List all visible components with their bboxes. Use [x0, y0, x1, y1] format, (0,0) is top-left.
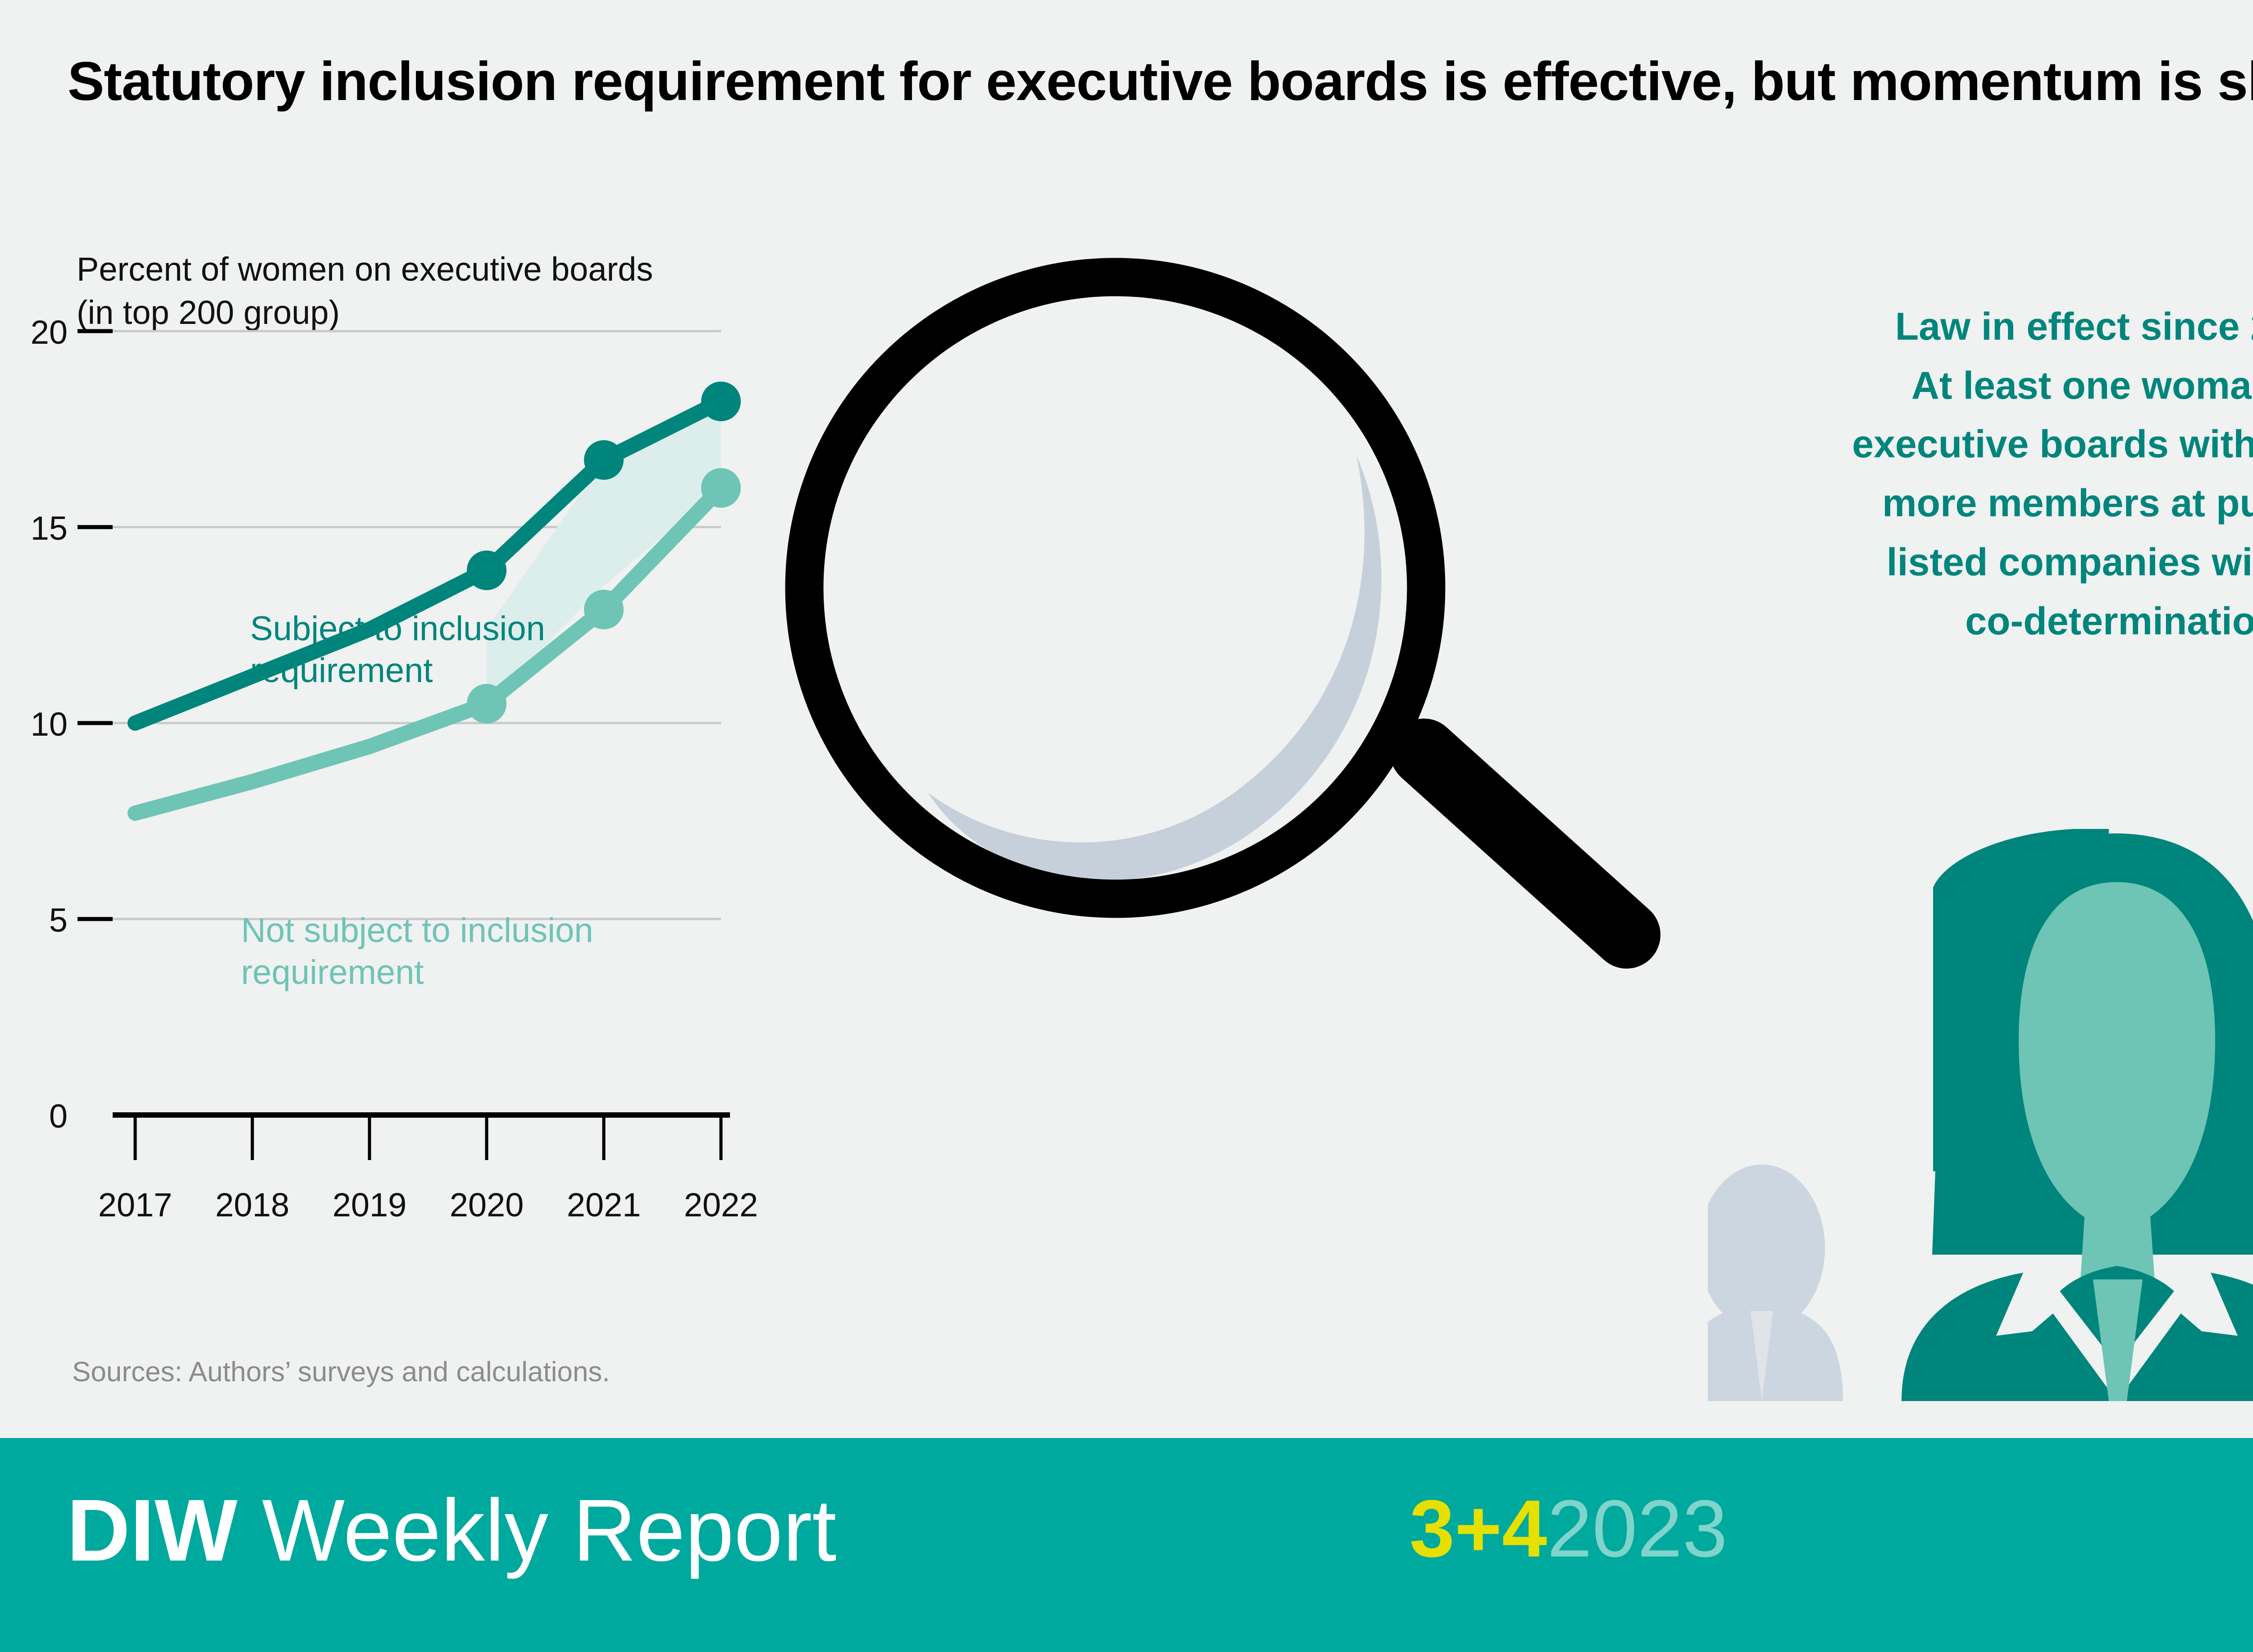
woman-face — [2019, 882, 2215, 1232]
axis-title-line-2: (in top 200 group) — [77, 294, 340, 332]
banner-brand-title: DIW Weekly Report — [67, 1487, 836, 1575]
board-members-illustration — [1708, 829, 2253, 1401]
law-line-3: executive boards with four or — [1852, 423, 2253, 466]
axis-title-line-1: Percent of women on executive boards — [77, 250, 653, 288]
chart-x-ticks — [133, 1115, 723, 1160]
page-title: Statutory inclusion requirement for exec… — [68, 50, 2253, 112]
svg-text:20: 20 — [31, 314, 68, 351]
series-label-not-subject-line-2: requirement — [241, 953, 424, 992]
chart-sources: Sources: Authors’ surveys and calculatio… — [72, 1356, 610, 1388]
silhouette-person-left — [1708, 1165, 1843, 1401]
woman-jacket-body — [1902, 1273, 2253, 1401]
chart-axis-title: Percent of women on executive boards (in… — [77, 248, 653, 334]
svg-text:2022: 2022 — [684, 1186, 758, 1224]
woman-collar-left — [1996, 1273, 2064, 1336]
woman-shirt-lapel — [2023, 1273, 2211, 1401]
chart-markers-not-subject — [467, 468, 741, 724]
line-chart: Percent of women on executive boards (in… — [0, 234, 1510, 1406]
svg-text:5: 5 — [49, 901, 68, 939]
svg-text:2019: 2019 — [333, 1186, 407, 1224]
law-line-1: Law in effect since 2021: — [1895, 305, 2253, 348]
law-line-2: At least one woman on — [1911, 364, 2253, 407]
chart-y-ticks — [78, 329, 113, 921]
chart-y-tick-labels: 20 15 10 5 0 — [31, 314, 68, 1135]
svg-text:2020: 2020 — [450, 1186, 524, 1224]
svg-text:2021: 2021 — [567, 1186, 641, 1224]
law-line-6: co-determination — [1965, 599, 2253, 643]
woman-figure — [1902, 829, 2253, 1401]
svg-text:2018: 2018 — [215, 1186, 290, 1224]
woman-collar-right — [2170, 1273, 2238, 1336]
issue-label: 3+42023 — [1409, 1488, 1728, 1570]
series-label-subject-line-2: requirement — [250, 651, 433, 690]
svg-text:15: 15 — [31, 510, 68, 547]
silhouette-group — [1708, 1165, 1843, 1401]
law-line-4: more members at publicly — [1882, 482, 2253, 525]
svg-text:10: 10 — [31, 705, 68, 743]
chart-x-tick-labels: 2017 2018 2019 2020 2021 2022 — [98, 1186, 758, 1224]
series-label-not-subject: Not subject to inclusion requirement — [241, 910, 593, 993]
series-label-subject: Subject to inclusion requirement — [250, 608, 545, 692]
issue-number: 3+4 — [1409, 1484, 1547, 1574]
chart-series-subject — [128, 394, 729, 731]
chart-series-not-subject — [128, 480, 729, 821]
woman-shirt-center — [2093, 1279, 2143, 1401]
svg-text:2017: 2017 — [98, 1186, 173, 1224]
chart-area-fill — [487, 401, 721, 704]
chart-plot-area: 20 15 10 5 0 2017 2018 20 — [31, 314, 758, 1224]
bottom-banner: DIW Weekly Report 3+42023 DIW BERLIN — [0, 1438, 2253, 1652]
chart-markers-subject — [467, 382, 741, 590]
law-line-5: listed companies with full — [1886, 540, 2253, 584]
svg-text:0: 0 — [49, 1097, 68, 1135]
law-description: Law in effect since 2021: At least one w… — [1739, 297, 2253, 651]
issue-year: 2023 — [1547, 1484, 1728, 1574]
banner-brand-weekly-report: Weekly Report — [237, 1481, 837, 1579]
series-label-not-subject-line-1: Not subject to inclusion — [241, 911, 593, 950]
banner-brand-diw: DIW — [67, 1481, 238, 1579]
series-label-subject-line-1: Subject to inclusion — [250, 610, 545, 648]
